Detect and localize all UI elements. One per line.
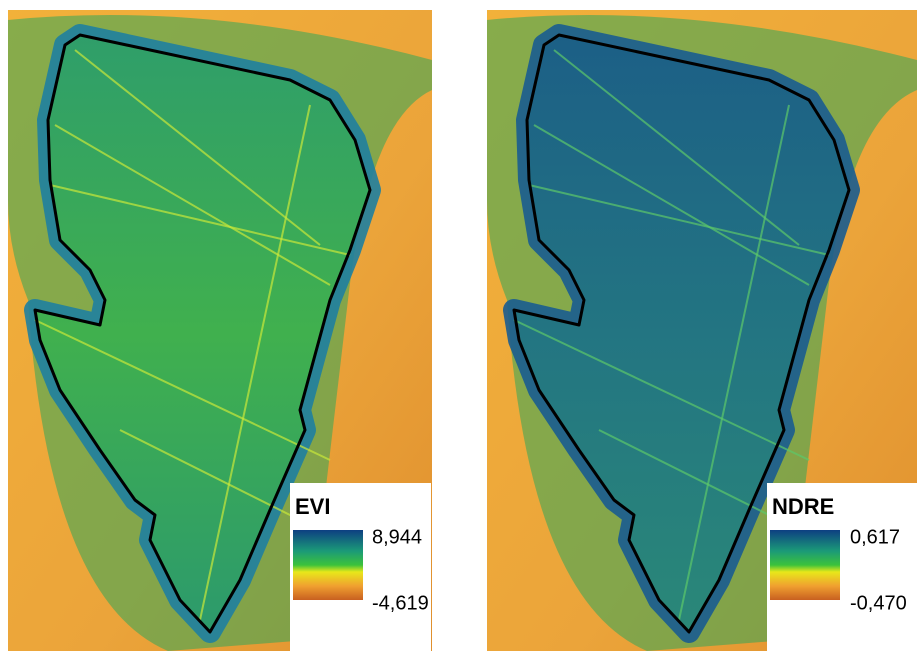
legend-color-ramp — [293, 530, 363, 600]
legend-title: EVI — [295, 494, 330, 519]
map-panel: EVI 8,944 -4,619 — [8, 10, 432, 651]
legend-title: NDRE — [772, 494, 834, 519]
legend-color-ramp — [770, 530, 840, 600]
map-figure: EVI 8,944 -4,619 NDRE 0,617 -0,470 — [0, 0, 917, 651]
legend-max-label: 8,944 — [372, 526, 422, 548]
legend-min-label: -0,470 — [850, 592, 907, 614]
map-panel: NDRE 0,617 -0,470 — [487, 10, 917, 651]
legend-min-label: -4,619 — [372, 592, 429, 614]
legend-max-label: 0,617 — [850, 526, 900, 548]
